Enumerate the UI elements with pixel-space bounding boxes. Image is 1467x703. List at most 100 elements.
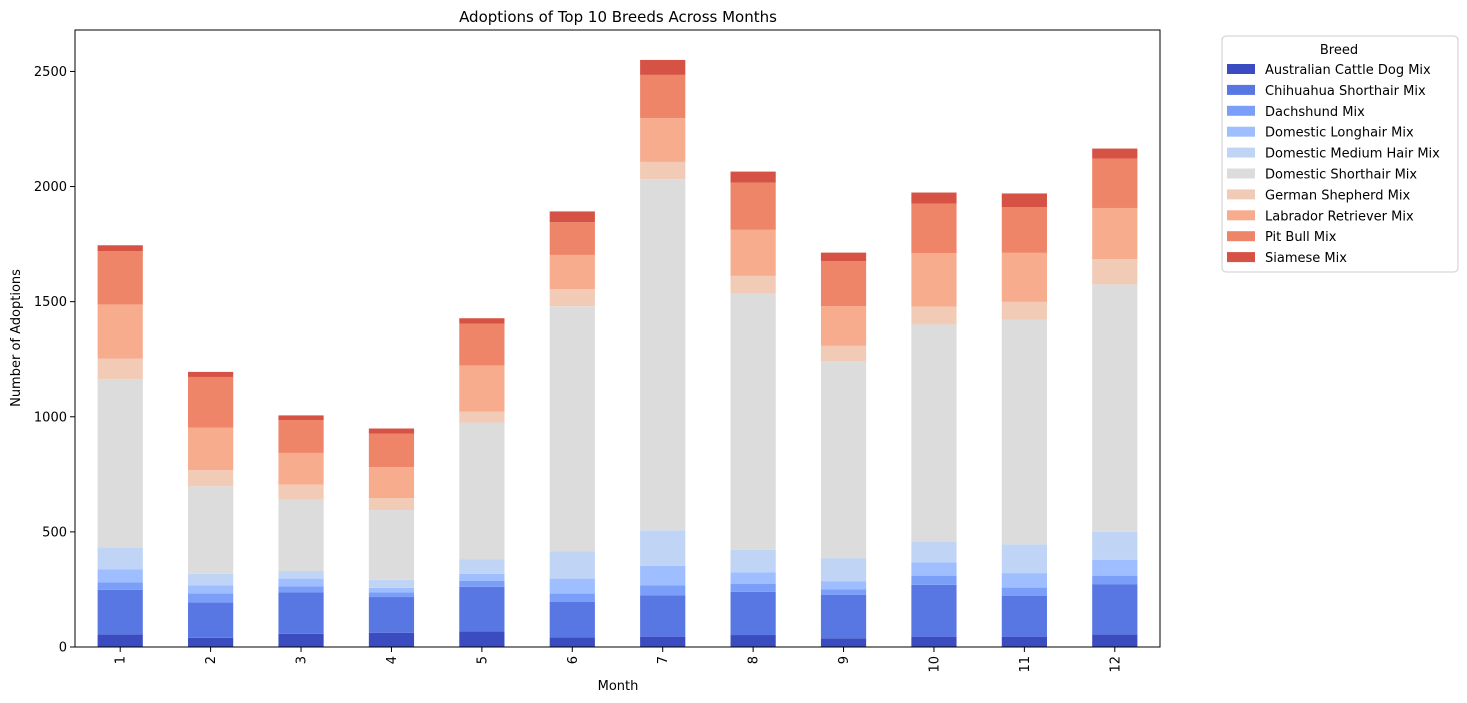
bar-segment	[730, 572, 776, 584]
bar-segment	[188, 376, 234, 428]
bar-segment	[368, 466, 415, 499]
bar-segment	[549, 601, 595, 638]
legend-swatch	[1227, 126, 1255, 137]
legend-label: Labrador Retriever Mix	[1265, 209, 1414, 224]
bar-segment	[549, 222, 595, 255]
y-tick-label: 2500	[34, 65, 67, 80]
legend-label: Pit Bull Mix	[1265, 230, 1337, 245]
bar-segment	[97, 547, 143, 570]
bar-segment	[97, 251, 143, 305]
x-tick-label: 6	[566, 656, 581, 664]
bar-segment	[1001, 636, 1047, 647]
bar-segment	[278, 452, 324, 485]
bar-segment	[459, 411, 505, 423]
bar-segment	[188, 427, 234, 471]
bar-segment	[368, 592, 415, 598]
bar-segment	[911, 324, 957, 543]
legend: Breed Australian Cattle Dog Mix Chihuahua…	[1221, 35, 1459, 273]
x-axis-title: Month	[598, 679, 639, 694]
legend-title: Breed	[1320, 43, 1358, 58]
chart-title: Adoptions of Top 10 Breeds Across Months	[459, 8, 777, 26]
bar-segment	[911, 584, 957, 637]
bar-segment	[368, 498, 415, 511]
legend-label: Australian Cattle Dog Mix	[1265, 63, 1431, 78]
bar-segment	[549, 211, 595, 223]
bar-segment	[188, 371, 234, 377]
bar-segment	[368, 428, 415, 434]
x-tick-label: 7	[656, 656, 671, 664]
bar-segment	[820, 306, 867, 346]
legend-label: Domestic Shorthair Mix	[1265, 168, 1417, 183]
bar-segment	[97, 634, 143, 647]
plot-frame	[74, 29, 1161, 648]
y-tick-label: 1500	[34, 295, 67, 310]
x-tick-label: 4	[385, 656, 400, 664]
bar-segment	[97, 589, 143, 635]
bar-segment	[549, 637, 595, 647]
bar-segment	[640, 161, 686, 180]
bar-segment	[911, 306, 957, 325]
bar-segment	[1001, 193, 1047, 208]
bar-segment	[278, 415, 324, 420]
bar-segment	[97, 358, 143, 380]
bar-segment	[97, 245, 143, 252]
bar-segment	[911, 575, 957, 585]
bar-segment	[97, 569, 143, 583]
bar-segment	[820, 252, 867, 262]
x-tick-label: 9	[837, 656, 852, 664]
bar-segment	[278, 499, 324, 572]
x-tick-label: 8	[747, 656, 762, 664]
bar-segment	[549, 306, 595, 552]
bar-segment	[730, 171, 776, 183]
y-tick-label: 500	[42, 525, 67, 540]
y-tick-label: 0	[59, 641, 67, 656]
bar-segment	[820, 594, 867, 639]
legend-swatch	[1227, 231, 1255, 242]
bar-segment	[820, 638, 867, 647]
x-tick-label: 2	[204, 656, 219, 664]
bar-segment	[730, 229, 776, 276]
bar-segment	[640, 530, 686, 566]
bar-segment	[459, 365, 505, 412]
bar-segment	[459, 318, 505, 324]
bar-segment	[1001, 587, 1047, 596]
bar-segment	[730, 549, 776, 573]
bar-segment	[549, 289, 595, 307]
bar-segment	[1092, 148, 1138, 159]
bar-segment	[188, 602, 234, 638]
bar-segment	[549, 578, 595, 594]
bar-segment	[459, 631, 505, 647]
bar-segment	[640, 565, 686, 586]
x-axis: 1 2 3 4 5 6 7 8 9 10 11 12	[114, 647, 1123, 673]
bar-segment	[549, 254, 595, 290]
bar-segment	[278, 633, 324, 647]
bar-segment	[730, 293, 776, 550]
bar-segment	[640, 59, 686, 75]
bar-segment	[820, 345, 867, 362]
bar-segment	[368, 579, 415, 588]
bar-segment	[1001, 207, 1047, 253]
bar-segment	[188, 593, 234, 603]
legend-swatch	[1227, 105, 1255, 116]
bar-segment	[1001, 301, 1047, 320]
bar-segment	[1001, 595, 1047, 637]
bar-segment	[278, 592, 324, 634]
bar-segment	[640, 74, 686, 119]
bar-segment	[730, 583, 776, 592]
legend-swatch	[1227, 147, 1255, 158]
bar-segment	[1092, 259, 1138, 285]
bar-segment	[1092, 584, 1138, 635]
bar-segment	[1092, 158, 1138, 208]
bar-segment	[640, 179, 686, 531]
legend-swatch	[1227, 252, 1255, 263]
bar-segment	[459, 573, 505, 581]
bar-segment	[820, 361, 867, 559]
bar-segment	[730, 182, 776, 230]
legend-swatch	[1227, 84, 1255, 95]
legend-swatch	[1227, 189, 1255, 200]
bar-segment	[549, 551, 595, 579]
bar-segment	[640, 585, 686, 596]
bar-segment	[820, 261, 867, 307]
bar-segment	[368, 597, 415, 633]
bar-segment	[820, 558, 867, 582]
